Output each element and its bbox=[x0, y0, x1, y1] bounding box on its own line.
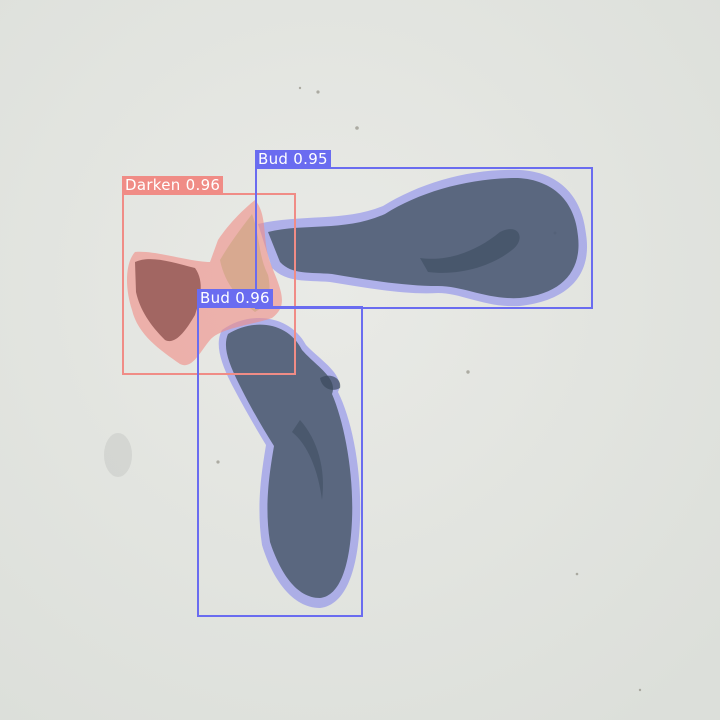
bud-mask-1 bbox=[258, 169, 588, 307]
background-smudge bbox=[104, 433, 132, 477]
bud-label-2: Bud 0.96 bbox=[197, 289, 273, 307]
darken-box bbox=[122, 193, 296, 375]
bud-box-1 bbox=[255, 167, 593, 309]
bud-label-1: Bud 0.95 bbox=[255, 150, 331, 168]
darken-label: Darken 0.96 bbox=[122, 176, 224, 194]
bud-mask-2 bbox=[218, 318, 361, 608]
darken-mask bbox=[126, 200, 282, 366]
bud-box-2 bbox=[197, 306, 363, 617]
